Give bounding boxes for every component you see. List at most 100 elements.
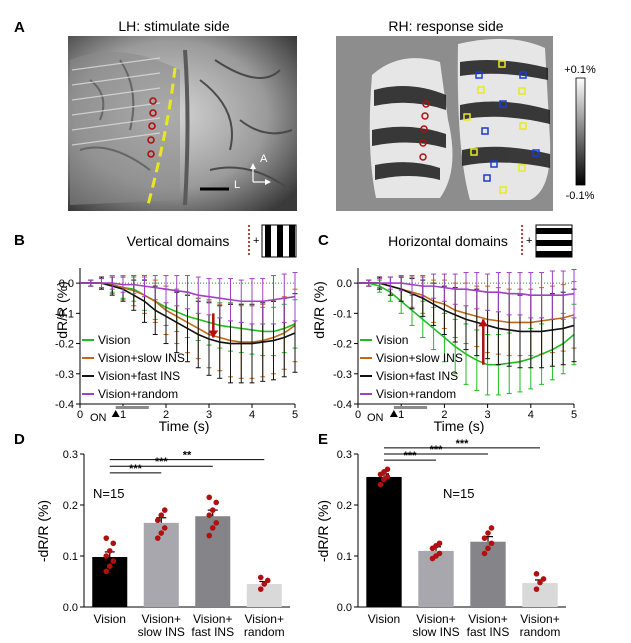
y-tick-label-d: 0.3 [63,449,78,461]
x-tick-label-b: 1 [120,409,126,421]
data-point-e [488,540,495,547]
x-tick-label-c: 4 [528,409,534,421]
red-arrow-head-b [208,330,219,338]
chart-b-title: Vertical domains [127,233,230,249]
significance-label-d: *** [155,456,169,468]
lh-title: LH: stimulate side [118,18,229,34]
category-label-d: random [244,625,285,639]
rh-response-map [336,36,553,211]
y-tick-label-e: 0.0 [337,602,352,614]
y-tick-label-b: 0.0 [59,278,74,290]
category-label-e: Vision+ [468,612,507,626]
significance-label-d: ** [183,450,192,462]
colorbar-min-label: -0.1% [566,190,595,202]
category-label-d: slow INS [138,625,185,639]
x-tick-label-c: 0 [355,409,361,421]
chart-b-on-label: ON [90,412,107,424]
legend-label-c: Vision [376,333,408,347]
data-point-e [481,550,488,557]
stimulation-sites [147,97,157,158]
horizontal-grating-icon: + [521,224,573,258]
y-tick-label-c: -0.2 [333,339,352,351]
x-tick-label-c: 2 [441,409,447,421]
lh-cortex-image: A L [68,36,297,211]
y-tick-label-c: 0.0 [337,278,352,290]
data-point-d [261,581,268,587]
data-point-d [206,532,213,539]
data-point-d [106,563,113,569]
data-point-e [377,481,384,488]
legend-label-c: Vision+fast INS [376,369,458,383]
data-point-e [485,530,491,536]
x-tick-label-b: 4 [249,409,255,421]
series-line-b-3 [80,282,296,303]
x-tick-label-c: 3 [485,409,491,421]
data-point-d [106,548,113,554]
bar-e-0 [366,476,402,607]
data-point-d [257,586,264,592]
chart-b-plot: 0 1 2 3 4 5 0.0 -0.1 -0.2 -0.3 -0.4 [55,268,298,421]
y-tick-label-b: -0.1 [55,308,74,320]
data-point-e [485,545,491,552]
vertical-grating-icon: + [248,224,297,258]
data-point-d [209,507,216,513]
panel-label-a: A [14,19,25,36]
red-arrow-head-c [478,319,489,327]
legend-label-c: Vision+slow INS [376,351,463,365]
x-tick-label-b: 5 [292,409,298,421]
chart-c-ylabel: dR/R (%) [311,281,327,339]
category-label-e: Vision+ [416,612,455,626]
y-tick-label-e: 0.2 [337,500,352,512]
chart-d-ylabel: -dR/R (%) [35,500,51,562]
bar-e-3 [522,583,558,607]
data-point-d [158,530,165,536]
panel-label-e: E [318,431,328,448]
panel-a: A LH: stimulate side RH: response side [14,18,596,211]
panel-label-d: D [14,431,25,448]
data-point-d [257,574,264,581]
category-label-e: fast INS [467,625,510,639]
data-point-d [103,535,110,541]
panel-c: C Horizontal domains + 0 1 2 3 4 5 0.0 -0.1 -0.2… [311,224,577,434]
chart-d-n-label: N=15 [93,486,124,501]
bar-d-1 [143,522,179,607]
panel-b: B Vertical domains + 0 1 2 3 4 5 0.0 -0.1 -0.2 -0… [14,224,298,434]
chart-e-ylabel: -dR/R (%) [315,500,331,562]
colorbar-max-label: +0.1% [564,64,596,76]
svg-text:+: + [253,235,259,247]
legend-b: Vision Vision+slow INS Vision+fast INS Visi… [82,333,185,401]
data-point-d [161,525,168,531]
category-label-d: Vision+ [193,612,232,626]
x-tick-label-b: 3 [206,409,212,421]
chart-c-plot: 0 1 2 3 4 5 0.0 -0.1 -0.2 -0.3 -0.4 [333,268,577,421]
yellow-boundary-line [146,67,177,206]
series-line-c-0 [358,282,575,366]
significance-label-d: *** [129,463,143,475]
legend-label-b: Vision [98,333,130,347]
compass-label-a: A [260,153,268,165]
data-point-e [537,579,543,586]
x-tick-label-c: 5 [571,409,577,421]
y-tick-label-e: 0.1 [337,551,352,563]
data-point-e [436,550,443,557]
x-tick-label-b: 2 [163,409,169,421]
legend-label-b: Vision+fast INS [98,369,180,383]
x-tick-label-c: 1 [398,409,404,421]
category-label-d: Vision+ [245,612,284,626]
yellow-roi-boxes [463,60,527,194]
data-point-d [154,535,161,541]
y-tick-label-c: -0.4 [333,399,352,411]
chart-b-ylabel: dR/R (%) [54,281,70,339]
category-label-e: random [520,625,561,639]
chart-b-xlabel: Time (s) [159,418,210,434]
y-tick-label-d: 0.1 [63,551,78,563]
y-tick-label-b: -0.2 [55,339,74,351]
series-line-c-2 [358,282,575,333]
data-point-d [264,577,271,584]
data-point-d [158,512,165,518]
category-label-e: Vision+ [520,612,559,626]
